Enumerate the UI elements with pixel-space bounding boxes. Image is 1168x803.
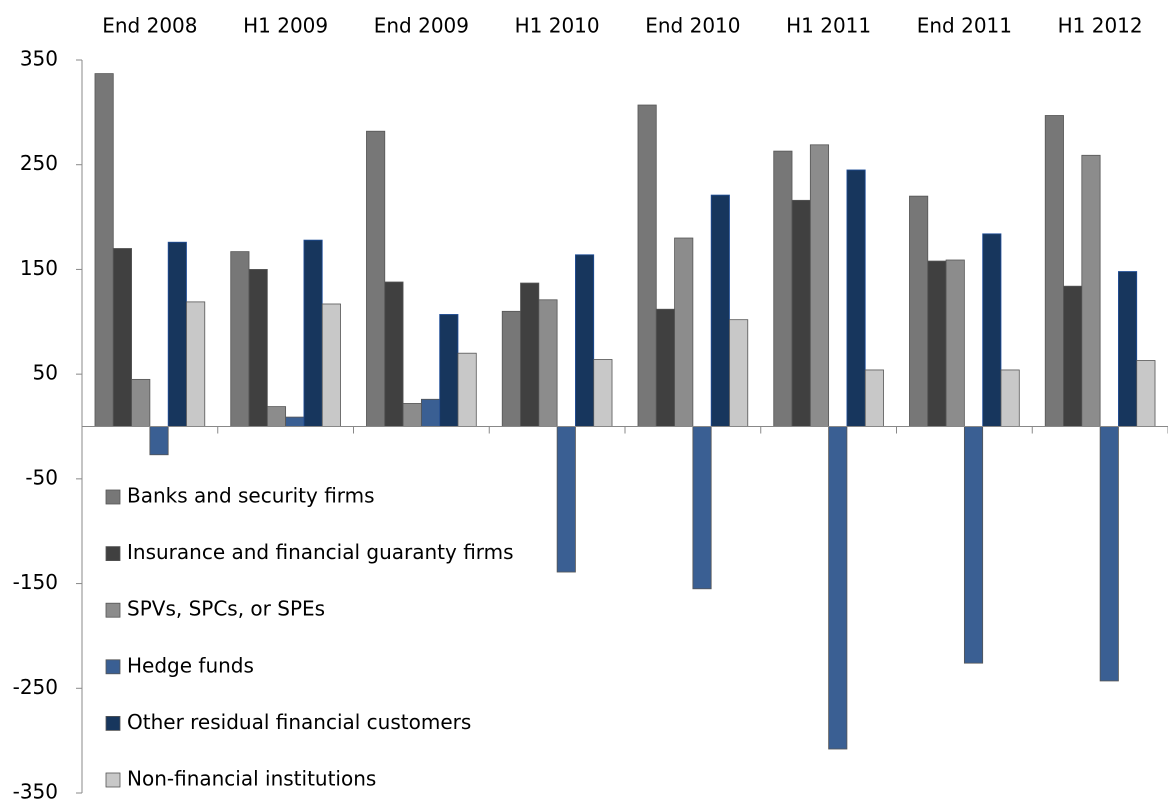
bar (167, 241, 187, 427)
y-tick-label: -350 (13, 780, 58, 803)
y-tick-label: -250 (13, 675, 58, 699)
bar (1063, 285, 1083, 427)
bar (674, 237, 694, 427)
y-tick-label: 50 (33, 361, 58, 385)
legend-swatch (105, 489, 121, 505)
legend-label: Banks and security firms (127, 484, 375, 508)
bar (439, 314, 459, 427)
bar (420, 398, 441, 427)
bar (384, 281, 404, 427)
bar (186, 301, 206, 427)
bar (131, 378, 151, 427)
legend-swatch (105, 772, 121, 788)
legend-swatch (105, 716, 121, 731)
bar (556, 426, 576, 573)
legend-swatch (105, 602, 121, 618)
y-tick-label: 350 (20, 47, 58, 71)
y-tick-label: -50 (25, 465, 58, 489)
bar (402, 403, 422, 427)
legend-label: Non-financial institutions (127, 767, 376, 791)
bar (945, 259, 965, 427)
bar (791, 199, 811, 427)
bar (1000, 369, 1020, 427)
bar (266, 406, 287, 427)
y-tick-label: 150 (20, 256, 58, 280)
bar (1099, 426, 1119, 682)
x-tick-label: End 2011 (917, 14, 1012, 38)
legend-label: SPVs, SPCs, or SPEs (127, 597, 325, 621)
legend-swatch (105, 659, 121, 675)
bar (637, 104, 657, 427)
bar (366, 130, 386, 427)
legend-label: Other residual financial customers (127, 710, 471, 734)
bar (1118, 271, 1138, 427)
bar (963, 426, 984, 664)
bar (1044, 115, 1064, 427)
bar (538, 299, 558, 427)
legend-label: Insurance and financial guaranty firms (127, 540, 514, 564)
bar (710, 194, 730, 427)
x-tick-label: End 2008 (102, 14, 197, 38)
bar (593, 359, 613, 427)
y-tick-label: -150 (13, 570, 58, 594)
bar (230, 251, 250, 427)
bar (828, 426, 848, 750)
legend-swatch (105, 546, 121, 561)
bar (1136, 360, 1156, 427)
bar (1081, 154, 1101, 427)
bar (692, 426, 712, 590)
bar (575, 254, 595, 427)
bar (321, 303, 341, 427)
bar (846, 169, 866, 427)
legend-label: Hedge funds (127, 653, 254, 677)
bar (909, 195, 929, 427)
bar (864, 369, 884, 427)
bar (248, 269, 268, 427)
bar (94, 73, 114, 427)
bar (982, 233, 1002, 427)
bar (655, 308, 675, 427)
bar (729, 319, 749, 427)
bar (285, 416, 305, 427)
bar (773, 150, 793, 427)
x-tick-label: H1 2010 (515, 14, 600, 38)
bar (927, 260, 947, 427)
bar (149, 426, 169, 456)
x-tick-label: End 2010 (645, 14, 740, 38)
bar (112, 248, 132, 427)
bar (501, 310, 521, 427)
x-tick-label: H1 2009 (243, 14, 328, 38)
bar (809, 144, 830, 427)
x-tick-label: H1 2012 (1058, 14, 1143, 38)
bar (457, 352, 477, 427)
x-tick-label: H1 2011 (786, 14, 871, 38)
x-tick-label: End 2009 (374, 14, 469, 38)
bar (520, 282, 540, 427)
bar (303, 239, 323, 427)
y-tick-label: 250 (20, 151, 58, 175)
